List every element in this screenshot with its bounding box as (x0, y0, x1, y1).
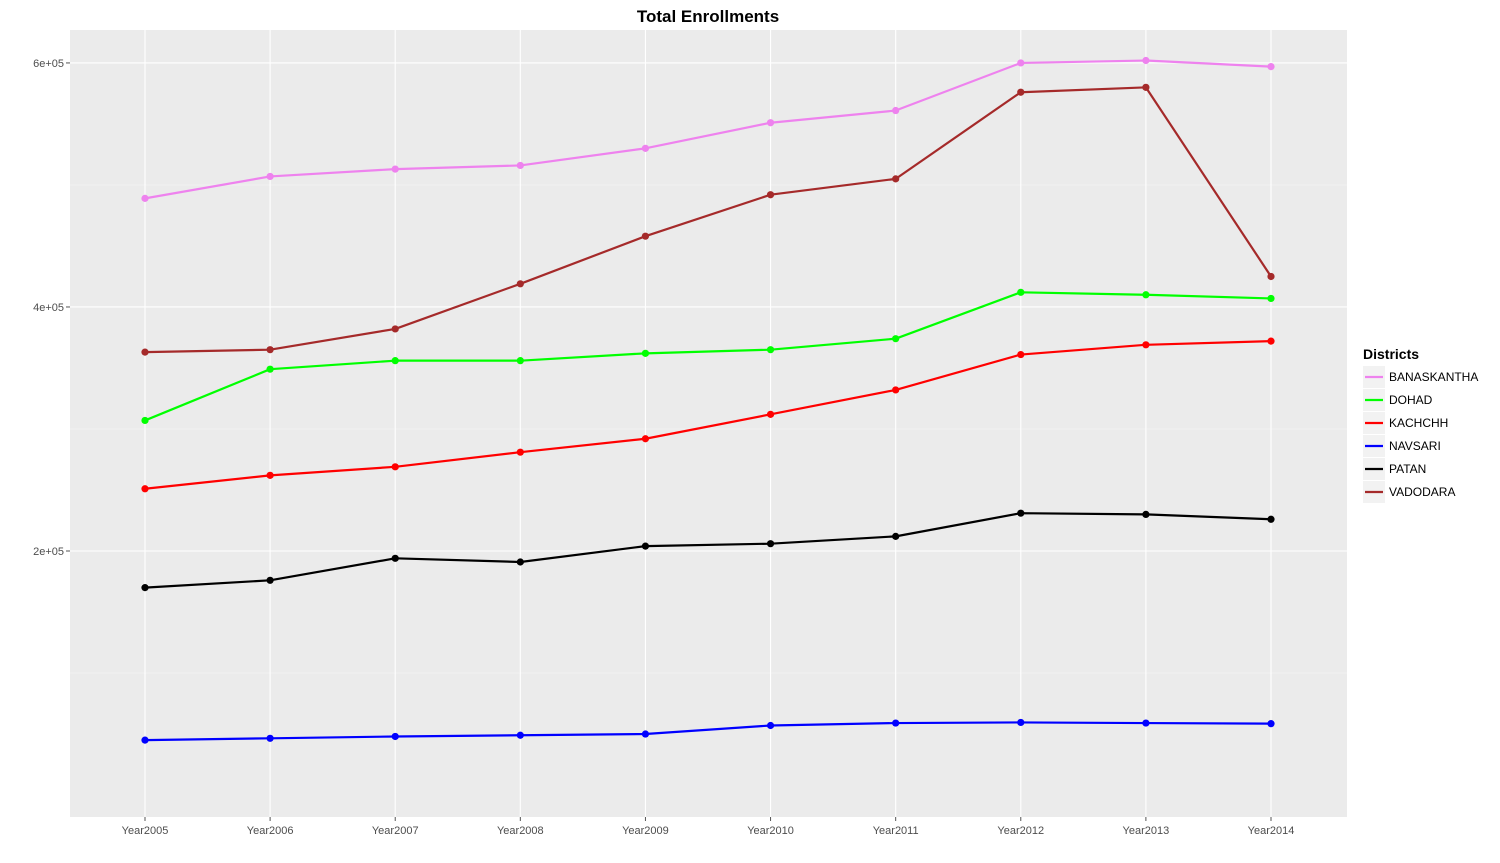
series-line-kachchh (144, 340, 1272, 490)
x-tick-label: Year2013 (1123, 825, 1170, 837)
series-line-dohad (144, 291, 1272, 422)
data-point-patan (892, 532, 900, 540)
data-point-kachchh (1017, 350, 1025, 359)
data-point-navsari (1017, 718, 1025, 727)
data-point-patan (266, 576, 274, 584)
series-line-patan (144, 512, 1272, 589)
x-tick-label: Year2008 (497, 825, 544, 837)
legend-items: BANASKANTHA DOHAD KACHCHH NAVSARI PATAN VADOD… (1363, 366, 1478, 503)
data-point-navsari (391, 732, 399, 741)
data-point-patan (641, 542, 650, 550)
data-point-dohad (1267, 294, 1275, 303)
data-point-patan (1142, 510, 1150, 519)
series-line-banaskantha (144, 59, 1272, 200)
x-tick-label: Year2007 (372, 825, 419, 837)
data-point-dohad (516, 357, 524, 365)
data-point-vadodara (641, 232, 650, 240)
legend-label-patan: PATAN (1389, 462, 1426, 476)
data-point-banaskantha (391, 165, 399, 173)
data-point-vadodara (516, 280, 524, 288)
y-tick-label: 6e+05 (33, 58, 64, 70)
data-point-dohad (1142, 291, 1150, 299)
data-point-vadodara (266, 346, 274, 354)
data-point-kachchh (391, 463, 399, 471)
data-point-navsari (641, 730, 650, 738)
data-point-banaskantha (1017, 59, 1025, 67)
data-point-vadodara (141, 348, 149, 356)
data-point-vadodara (391, 325, 399, 333)
y-axis: 2e+05 4e+05 6e+05 (33, 58, 70, 558)
major-gridlines (70, 30, 1347, 817)
x-tick-label: Year2012 (997, 825, 1044, 837)
series-layer (141, 56, 1275, 744)
data-point-dohad (766, 346, 775, 354)
legend-label-dohad: DOHAD (1389, 393, 1433, 407)
data-point-banaskantha (1142, 56, 1150, 65)
series-line-vadodara (144, 86, 1272, 354)
data-point-banaskantha (641, 144, 650, 152)
data-point-navsari (141, 736, 149, 744)
data-point-navsari (892, 719, 900, 727)
data-point-kachchh (1267, 337, 1275, 345)
data-point-banaskantha (141, 194, 149, 202)
x-axis: Year2005 Year2006 Year2007 Year2008 Year2009… (122, 817, 1295, 837)
minor-gridlines (70, 184, 1347, 674)
data-point-kachchh (516, 448, 524, 456)
data-point-dohad (141, 416, 149, 425)
x-tick-label: Year2014 (1248, 825, 1295, 837)
x-tick-label: Year2005 (122, 825, 169, 837)
x-tick-label: Year2006 (247, 825, 294, 837)
data-point-navsari (1142, 719, 1150, 727)
data-point-vadodara (1017, 88, 1025, 96)
data-point-banaskantha (766, 119, 775, 127)
data-point-kachchh (141, 485, 149, 493)
data-point-navsari (1267, 720, 1275, 728)
data-point-vadodara (1267, 272, 1275, 281)
data-point-dohad (391, 357, 399, 365)
chart-title: Total Enrollments (637, 7, 779, 26)
legend-label-banaskantha: BANASKANTHA (1389, 370, 1478, 384)
data-point-patan (1267, 515, 1275, 523)
x-tick-label: Year2010 (747, 825, 794, 837)
data-point-dohad (641, 349, 650, 357)
legend: Districts BANASKANTHA DOHAD KACHCHH NAVSARI… (1363, 346, 1478, 503)
x-tick-label: Year2011 (873, 825, 919, 837)
data-point-vadodara (892, 175, 900, 183)
data-point-dohad (892, 335, 900, 343)
data-point-navsari (266, 734, 274, 742)
data-point-banaskantha (266, 172, 274, 181)
legend-label-vadodara: VADODARA (1389, 485, 1455, 499)
data-point-dohad (1017, 288, 1025, 296)
data-point-kachchh (892, 386, 900, 394)
data-point-banaskantha (516, 161, 524, 170)
data-point-banaskantha (892, 106, 900, 115)
data-point-kachchh (1142, 341, 1150, 349)
series-line-navsari (144, 721, 1272, 742)
legend-label-kachchh: KACHCHH (1389, 416, 1448, 430)
data-point-dohad (266, 365, 274, 373)
data-point-patan (516, 558, 524, 566)
data-point-patan (766, 540, 775, 548)
data-point-vadodara (766, 191, 775, 199)
y-tick-label: 4e+05 (33, 302, 64, 314)
legend-label-navsari: NAVSARI (1389, 439, 1441, 453)
data-point-kachchh (766, 410, 775, 418)
plot-panel (70, 30, 1347, 817)
data-point-patan (141, 584, 149, 592)
data-point-kachchh (641, 435, 650, 443)
data-point-banaskantha (1267, 63, 1275, 71)
data-point-navsari (766, 721, 775, 730)
data-point-navsari (516, 731, 524, 739)
legend-title: Districts (1363, 346, 1419, 362)
y-tick-label: 2e+05 (33, 546, 64, 558)
x-tick-label: Year2009 (622, 825, 669, 837)
data-point-patan (1017, 509, 1025, 517)
data-point-vadodara (1142, 83, 1150, 91)
data-point-kachchh (266, 471, 274, 479)
data-point-patan (391, 554, 399, 562)
